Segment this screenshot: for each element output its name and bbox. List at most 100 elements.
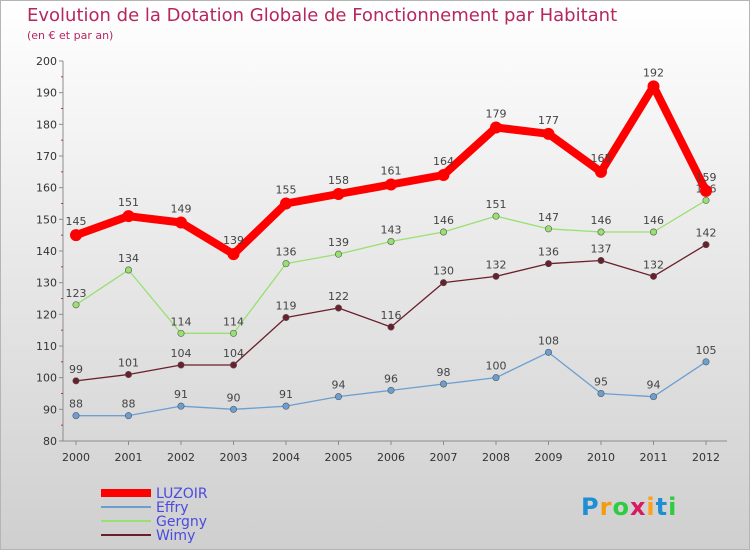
data-label-gergny: 147 (538, 211, 559, 224)
x-tick-label: 2004 (272, 451, 300, 464)
y-tick-label: 100 (36, 372, 57, 385)
data-point-wimy (334, 304, 342, 312)
y-tick-label: 180 (36, 118, 57, 131)
data-label-gergny: 139 (328, 236, 349, 249)
data-point-luzoir (647, 80, 660, 93)
data-point-gergny (177, 329, 185, 337)
data-label-effry: 94 (647, 379, 661, 392)
data-point-effry (544, 348, 552, 356)
data-label-effry: 108 (538, 334, 559, 347)
y-tick-label: 190 (36, 87, 57, 100)
y-tick-label: 130 (36, 277, 57, 290)
logo-letter: x (629, 493, 647, 521)
data-point-luzoir (385, 178, 397, 191)
y-tick-label: 160 (36, 182, 57, 195)
y-tick-label: 80 (43, 435, 57, 448)
data-label-effry: 91 (279, 388, 293, 401)
data-label-wimy: 104 (223, 347, 244, 360)
data-label-gergny: 146 (433, 214, 454, 227)
logo-letter: i (668, 493, 678, 521)
y-tick-label: 150 (36, 213, 57, 226)
data-label-wimy: 99 (69, 363, 83, 376)
data-label-luzoir: 151 (118, 196, 139, 209)
x-tick-label: 2000 (62, 451, 90, 464)
data-label-wimy: 130 (433, 265, 454, 278)
data-point-luzoir (122, 210, 135, 223)
y-tick-label: 110 (36, 340, 57, 353)
legend-label-effry: Effry (156, 500, 189, 516)
data-point-luzoir (332, 188, 345, 200)
data-point-gergny (387, 238, 395, 246)
x-tick-label: 2003 (220, 451, 248, 464)
data-label-luzoir: 139 (223, 234, 244, 247)
data-point-effry (230, 405, 238, 413)
data-point-wimy (177, 361, 185, 369)
data-point-gergny (334, 250, 342, 258)
data-point-effry (125, 412, 133, 420)
data-point-luzoir (542, 127, 555, 140)
data-point-wimy (649, 272, 657, 280)
data-label-wimy: 119 (276, 300, 297, 313)
data-point-effry (334, 393, 342, 401)
legend-label-luzoir: LUZOIR (156, 486, 208, 502)
data-point-gergny (492, 212, 500, 220)
data-point-effry (439, 380, 447, 388)
data-label-gergny: 151 (486, 198, 507, 211)
data-point-luzoir (175, 216, 187, 229)
data-point-gergny (72, 301, 80, 309)
data-label-luzoir: 179 (486, 108, 507, 121)
y-tick-label: 120 (36, 308, 57, 321)
data-label-luzoir: 155 (276, 184, 297, 197)
x-tick-label: 2011 (640, 451, 668, 464)
data-point-gergny (597, 228, 605, 236)
data-label-wimy: 101 (118, 357, 139, 370)
y-tick-label: 170 (36, 150, 57, 163)
data-point-gergny (649, 228, 657, 236)
data-label-gergny: 146 (643, 214, 664, 227)
x-tick-label: 2010 (587, 451, 615, 464)
y-tick-label: 140 (36, 245, 57, 258)
data-point-wimy (439, 279, 447, 287)
data-label-gergny: 114 (223, 315, 244, 328)
data-point-wimy (492, 272, 500, 280)
x-tick-label: 2001 (115, 451, 143, 464)
data-label-effry: 95 (594, 376, 608, 389)
data-point-wimy (230, 361, 238, 369)
data-point-luzoir (700, 184, 712, 197)
data-point-effry (177, 402, 185, 410)
data-label-effry: 90 (227, 391, 241, 404)
data-point-gergny (439, 228, 447, 236)
x-tick-label: 2007 (430, 451, 458, 464)
data-label-wimy: 104 (171, 347, 192, 360)
data-point-gergny (282, 260, 290, 268)
data-label-wimy: 122 (328, 290, 349, 303)
data-point-luzoir (70, 229, 82, 242)
data-point-wimy (387, 323, 395, 331)
data-point-luzoir (595, 165, 607, 178)
data-label-wimy: 137 (591, 243, 612, 256)
data-point-wimy (125, 370, 133, 378)
data-label-luzoir: 158 (328, 174, 349, 187)
data-point-gergny (544, 225, 552, 233)
data-point-wimy (597, 256, 605, 264)
data-point-effry (387, 386, 395, 394)
x-tick-label: 2002 (167, 451, 195, 464)
data-point-effry (597, 389, 605, 397)
data-label-effry: 88 (69, 398, 83, 411)
y-tick-label: 90 (43, 403, 57, 416)
data-point-wimy (72, 377, 80, 385)
data-point-luzoir (437, 169, 450, 181)
data-label-luzoir: 145 (66, 215, 87, 228)
chart-title: Evolution de la Dotation Globale de Fonc… (27, 5, 618, 26)
x-tick-label: 2008 (482, 451, 510, 464)
data-point-luzoir (490, 121, 502, 134)
data-label-gergny: 134 (118, 252, 139, 265)
data-point-effry (492, 374, 500, 382)
data-label-effry: 100 (486, 360, 507, 373)
data-label-effry: 96 (384, 372, 398, 385)
y-tick-label: 200 (36, 55, 57, 68)
data-label-luzoir: 161 (381, 165, 402, 178)
data-point-luzoir (280, 197, 292, 210)
